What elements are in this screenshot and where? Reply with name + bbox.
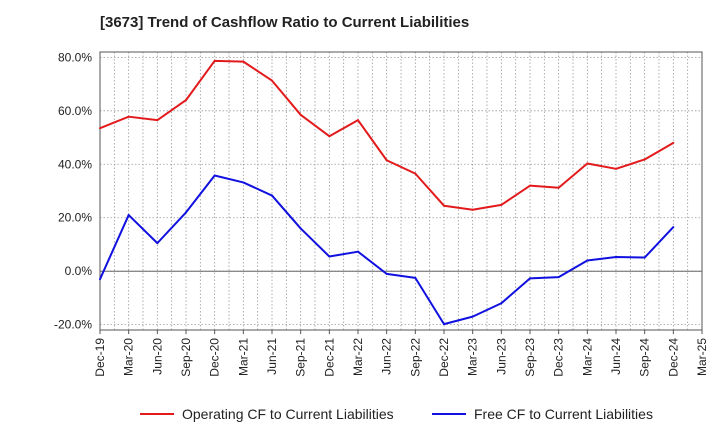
x-tick-label: Mar-25 bbox=[695, 338, 709, 376]
x-tick-label: Dec-22 bbox=[437, 338, 451, 377]
series-1-point bbox=[213, 59, 216, 62]
chart-title: [3673] Trend of Cashflow Ratio to Curren… bbox=[100, 14, 470, 31]
y-tick-label: 80.0% bbox=[58, 50, 92, 64]
x-tick-label: Dec-20 bbox=[208, 338, 222, 377]
series-2-point bbox=[299, 227, 302, 230]
series-1-point bbox=[443, 204, 445, 207]
series-2-point bbox=[586, 259, 589, 262]
series-2-point bbox=[156, 242, 159, 245]
series-1-point bbox=[500, 203, 503, 206]
series-line-1 bbox=[99, 59, 674, 211]
x-tick-label: Jun-23 bbox=[494, 338, 508, 375]
series-2-point bbox=[500, 302, 503, 305]
series-2-point bbox=[443, 323, 445, 326]
series-2-point bbox=[615, 256, 617, 259]
x-tick-label: Sep-24 bbox=[638, 338, 652, 377]
x-tick-label: Jun-20 bbox=[150, 338, 164, 375]
x-tick-label: Dec-24 bbox=[666, 338, 680, 377]
plot-border bbox=[99, 51, 703, 331]
series-1-point bbox=[615, 167, 617, 170]
series-1-point bbox=[586, 162, 589, 165]
series-2-point bbox=[328, 255, 331, 258]
series-1-point bbox=[385, 159, 388, 162]
series-2-point bbox=[357, 250, 359, 253]
x-tick-label: Jun-21 bbox=[265, 338, 279, 375]
series-1-point bbox=[328, 135, 331, 138]
series-2-point bbox=[213, 174, 216, 177]
x-tick-label: Mar-20 bbox=[122, 338, 136, 376]
y-tick-label: 40.0% bbox=[58, 157, 92, 171]
x-tick-label: Dec-19 bbox=[93, 338, 107, 377]
y-tick-label: 60.0% bbox=[58, 104, 92, 118]
x-tick-label: Dec-23 bbox=[552, 338, 566, 377]
series-1-point bbox=[127, 115, 130, 118]
x-tick-label: Sep-23 bbox=[523, 338, 537, 377]
x-tick-label: Mar-21 bbox=[236, 338, 250, 376]
series-2-point bbox=[643, 256, 646, 259]
x-tick-label: Mar-23 bbox=[466, 338, 480, 376]
series-2-point bbox=[242, 181, 245, 184]
series-1-point bbox=[557, 186, 560, 189]
series-1-point bbox=[414, 172, 417, 175]
x-tick-label: Mar-22 bbox=[351, 338, 365, 376]
series-2-point bbox=[99, 278, 101, 281]
series-2-point bbox=[185, 211, 187, 214]
y-tick-label: 0.0% bbox=[65, 264, 93, 278]
series-1-point bbox=[299, 113, 302, 116]
series-1-point bbox=[471, 208, 474, 211]
x-tick-label: Jun-22 bbox=[380, 338, 394, 375]
series-2-point bbox=[529, 277, 531, 280]
series-2-point bbox=[414, 276, 417, 279]
y-tick-label: 20.0% bbox=[58, 211, 92, 225]
series-2-point bbox=[471, 315, 474, 318]
series-1-point bbox=[99, 127, 101, 130]
legend-label-2: Free CF to Current Liabilities bbox=[474, 406, 653, 422]
x-tick-label: Mar-24 bbox=[580, 338, 594, 376]
series-1-point bbox=[672, 141, 675, 144]
series-2-point bbox=[385, 272, 388, 275]
x-tick-label: Sep-20 bbox=[179, 338, 193, 377]
x-tick-label: Sep-22 bbox=[408, 338, 422, 377]
legend-label-1: Operating CF to Current Liabilities bbox=[182, 406, 394, 422]
series-2-point bbox=[557, 276, 560, 279]
x-tick-label: Dec-21 bbox=[322, 338, 336, 377]
series-1-point bbox=[156, 119, 159, 122]
y-tick-label: -20.0% bbox=[54, 318, 92, 332]
x-tick-label: Jun-24 bbox=[609, 338, 623, 375]
series-1-point bbox=[529, 184, 531, 187]
series-1-point bbox=[271, 79, 273, 82]
series-1-point bbox=[185, 99, 187, 102]
series-1-point bbox=[643, 158, 646, 161]
series-1-point bbox=[242, 60, 245, 63]
series-2-point bbox=[672, 226, 675, 229]
series-1-point bbox=[357, 119, 359, 122]
x-tick-label: Sep-21 bbox=[294, 338, 308, 377]
series-2-point bbox=[271, 194, 273, 197]
series-2-point bbox=[127, 214, 130, 217]
